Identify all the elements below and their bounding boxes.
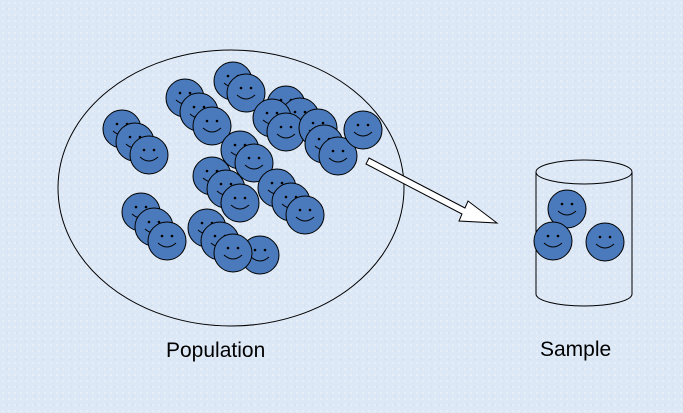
sample-faces: [533, 189, 625, 262]
cylinder-icon: [535, 159, 633, 307]
smiley-face-icon: [220, 183, 260, 223]
smiley-face-icon: [343, 110, 383, 150]
smiley-face-icon: [585, 222, 625, 262]
smiley-face-icon: [129, 135, 169, 175]
population-label: Population: [166, 339, 266, 362]
arrow-right-icon: [365, 157, 499, 224]
population-ellipse: [57, 49, 405, 327]
smiley-face-icon: [213, 233, 253, 273]
smiley-face-icon: [533, 221, 573, 261]
population-faces: [102, 61, 383, 275]
smiley-face-icon: [285, 195, 325, 235]
smiley-face-icon: [147, 221, 187, 261]
sample-label: Sample: [540, 338, 612, 361]
